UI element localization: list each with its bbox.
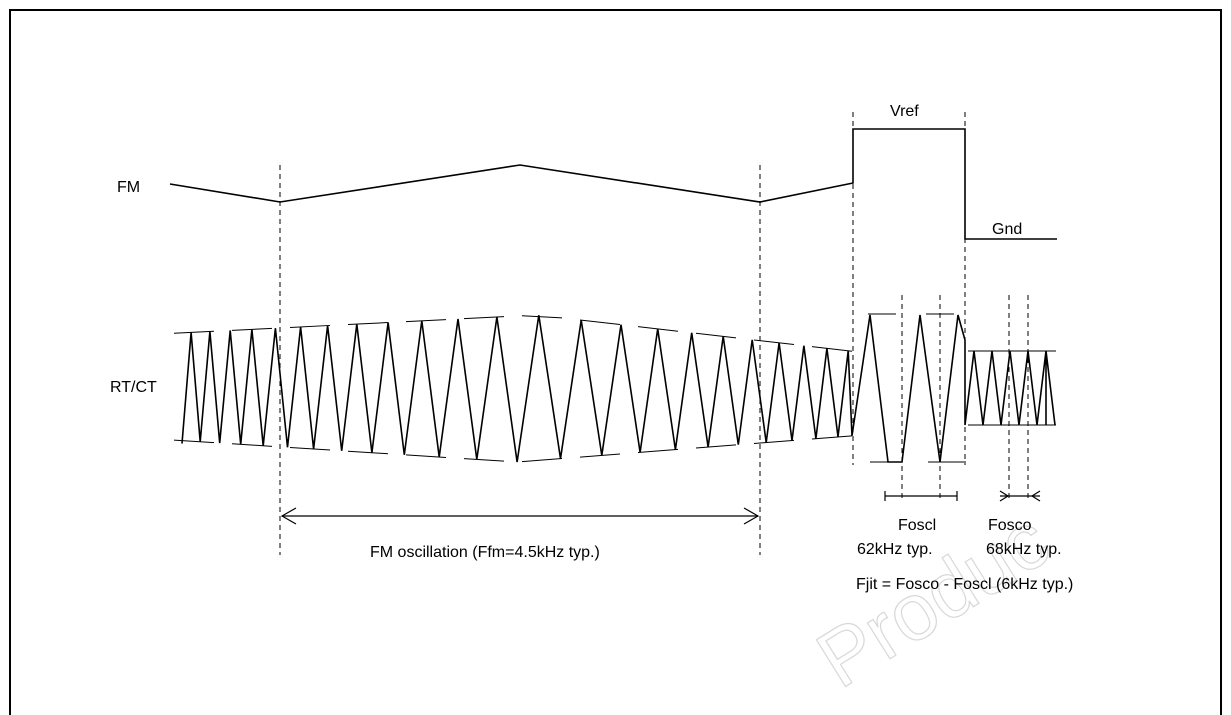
fm-oscillation-label: FM oscillation (Ffm=4.5kHz typ.) [370, 544, 600, 561]
envelope-top-mark [405, 319, 447, 323]
envelope-top-mark [463, 316, 505, 320]
envelope-top-mark [173, 330, 215, 334]
envelope-bottom-mark [463, 458, 505, 462]
envelope-top-mark [521, 315, 563, 319]
fm-oscillation-arrow [280, 507, 760, 525]
vref-label: Vref [890, 103, 919, 120]
envelope-bottom-mark [753, 439, 795, 444]
fosco-label: Fosco [988, 517, 1032, 534]
envelope-top-mark [695, 332, 737, 339]
rtct-waveform [181, 314, 1056, 463]
foscl-label: Foscl [898, 517, 936, 534]
gnd-label: Gnd [992, 221, 1022, 238]
envelope-top-mark [753, 339, 795, 346]
envelope-bottom-mark [347, 450, 389, 455]
envelope-top-mark [289, 324, 331, 328]
envelope-bottom-mark [811, 435, 853, 440]
diagram-frame [9, 9, 1222, 715]
envelope-bottom-mark [231, 443, 273, 447]
envelope-top-mark [579, 319, 621, 326]
envelope-bottom-mark [579, 453, 621, 458]
envelope-bottom-mark [637, 448, 679, 454]
foscl-dimension [884, 491, 958, 501]
fm-waveform [169, 128, 1057, 240]
envelope-top-mark [347, 322, 389, 326]
fjit-formula: Fjit = Fosco - Foscl (6kHz typ.) [856, 576, 1073, 593]
envelope-bottom-mark [173, 439, 215, 444]
fosco-value: 68kHz typ. [986, 541, 1062, 558]
envelope-bottom-mark [521, 457, 563, 463]
fm-label: FM [117, 179, 140, 196]
envelope-bottom-mark [695, 444, 737, 449]
envelope-top-mark [811, 346, 853, 352]
envelope-marks [173, 313, 1056, 463]
foscl-value: 62kHz typ. [857, 541, 933, 558]
fosco-dimension [999, 490, 1041, 502]
rtct-label: RT/CT [110, 379, 157, 396]
envelope-bottom-mark [289, 446, 331, 451]
